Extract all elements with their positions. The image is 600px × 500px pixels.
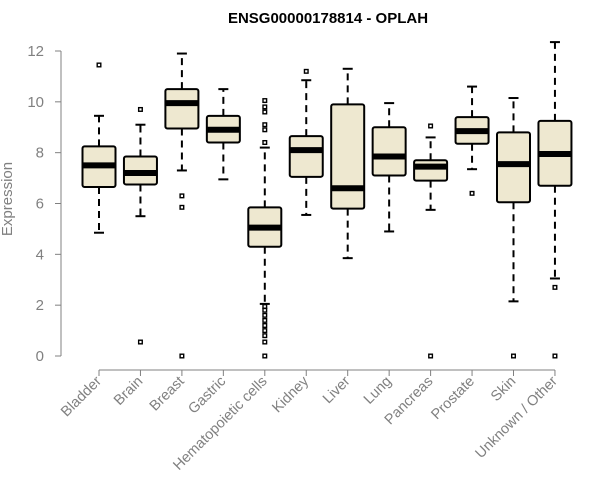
- x-tick-label: Kidney: [269, 373, 312, 416]
- box-lung: [371, 102, 407, 233]
- outlier-point: [262, 109, 268, 115]
- outlier-point: [179, 204, 185, 210]
- outlier-point: [303, 68, 309, 74]
- y-tick-label: 2: [36, 297, 44, 314]
- y-tick-label: 12: [27, 43, 44, 60]
- outlier-point: [262, 323, 268, 329]
- y-tick-label: 8: [36, 145, 44, 162]
- box-liver: [330, 67, 366, 260]
- iqr-box: [413, 159, 449, 182]
- box-kidney: [288, 68, 324, 216]
- y-tick-label: 10: [27, 94, 44, 111]
- box-unknown-other: [537, 41, 573, 359]
- outlier-point: [262, 139, 268, 145]
- outlier-point: [262, 98, 268, 104]
- outlier-point: [137, 339, 143, 345]
- outlier-point: [262, 303, 268, 309]
- outlier-point: [428, 123, 434, 129]
- outlier-point: [179, 353, 185, 359]
- outlier-point: [262, 353, 268, 359]
- outlier-point: [137, 106, 143, 112]
- iqr-box: [371, 126, 407, 177]
- outlier-point: [96, 62, 102, 68]
- iqr-box: [164, 88, 200, 130]
- outlier-point: [262, 307, 268, 313]
- outlier-point: [262, 339, 268, 345]
- iqr-box: [496, 131, 531, 204]
- chart-title: ENSG00000178814 - OPLAH: [228, 10, 428, 27]
- box-prostate: [454, 85, 490, 196]
- box-gastric: [205, 88, 241, 181]
- y-tick-label: 6: [36, 196, 44, 213]
- x-tick-label: Prostate: [428, 374, 477, 423]
- outlier-point: [262, 104, 268, 110]
- outlier-point: [262, 317, 268, 323]
- outlier-point: [469, 190, 475, 196]
- x-tick-label: Bladder: [58, 373, 105, 420]
- x-tick-label: Lung: [361, 374, 395, 408]
- box-series: [81, 41, 573, 359]
- box-skin: [496, 97, 531, 359]
- outlier-point: [511, 353, 517, 359]
- box-pancreas: [413, 123, 449, 359]
- y-axis: 0 2 4 6 8 10 12: [27, 43, 62, 365]
- outlier-point: [262, 328, 268, 334]
- box-hematopoietic-cells: [247, 98, 283, 359]
- iqr-box: [330, 103, 366, 210]
- iqr-box: [288, 135, 324, 178]
- y-axis-title: Expression: [0, 162, 16, 236]
- y-tick-label: 0: [36, 348, 44, 365]
- y-tick-label: 4: [36, 246, 44, 263]
- x-tick-label: Breast: [147, 374, 188, 415]
- box-bladder: [81, 62, 117, 234]
- x-tick-label: Liver: [320, 373, 354, 407]
- x-tick-label: Skin: [488, 374, 519, 405]
- outlier-point: [428, 353, 434, 359]
- x-tick-label: Brain: [111, 374, 146, 409]
- outlier-point: [552, 284, 558, 290]
- outlier-point: [262, 127, 268, 133]
- outlier-point: [262, 122, 268, 128]
- outlier-point: [262, 312, 268, 318]
- outlier-point: [552, 353, 558, 359]
- outlier-point: [179, 193, 185, 199]
- outlier-point: [262, 333, 268, 339]
- box-brain: [122, 106, 158, 345]
- box-breast: [164, 52, 200, 359]
